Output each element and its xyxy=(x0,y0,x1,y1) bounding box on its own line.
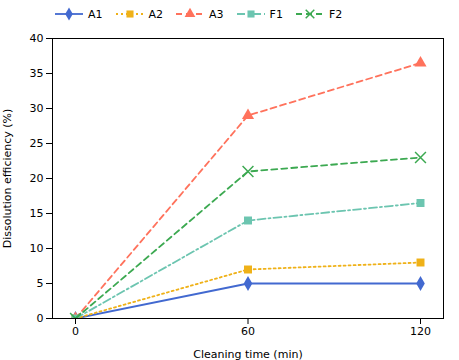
svg-text:0: 0 xyxy=(72,325,79,338)
html-text:A2: A2 xyxy=(148,7,164,21)
svg-text:10: 10 xyxy=(30,242,44,255)
svg-text:25: 25 xyxy=(30,137,44,150)
html-text:F2: F2 xyxy=(328,7,343,21)
svg-text:Dissolution efficiency (%): Dissolution efficiency (%) xyxy=(1,109,14,249)
svg-text:30: 30 xyxy=(30,102,44,115)
svg-text:60: 60 xyxy=(241,325,255,338)
svg-text:15: 15 xyxy=(30,207,44,220)
svg-text:5: 5 xyxy=(37,277,44,290)
html-text:A1: A1 xyxy=(88,7,103,21)
svg-text:40: 40 xyxy=(30,32,44,45)
html-text:F1: F1 xyxy=(269,7,283,21)
svg-text:120: 120 xyxy=(410,325,431,338)
svg-text:Cleaning time (min): Cleaning time (min) xyxy=(193,348,302,360)
svg-text:20: 20 xyxy=(30,172,44,185)
html-text:A3: A3 xyxy=(209,7,224,21)
svg-text:35: 35 xyxy=(30,67,44,80)
svg-text:0: 0 xyxy=(37,312,44,325)
